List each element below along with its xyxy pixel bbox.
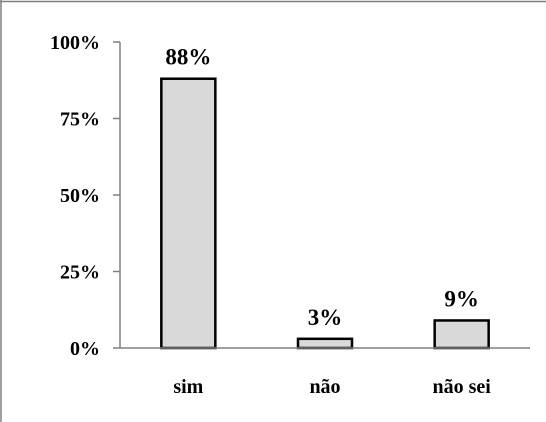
- bar: [160, 77, 217, 350]
- data-label: 9%: [444, 286, 479, 311]
- x-axis-ticks: sim não não sei: [173, 376, 491, 398]
- data-label: 3%: [308, 305, 343, 330]
- x-tick-label: sim: [173, 376, 203, 398]
- y-tick-label: 75%: [60, 109, 100, 131]
- data-label: 88%: [165, 45, 211, 70]
- y-axis-ticks: 0% 25% 50% 75% 100%: [50, 32, 120, 360]
- y-tick-label: 50%: [60, 185, 100, 207]
- bar: [296, 337, 354, 350]
- bar: [433, 319, 490, 350]
- x-tick-label: não: [309, 376, 340, 398]
- y-tick-label: 100%: [50, 32, 100, 54]
- data-labels-group: 88% 3% 9%: [165, 45, 479, 330]
- y-tick-label: 25%: [60, 262, 100, 284]
- y-tick-label: 0%: [70, 338, 100, 360]
- x-tick-label: não sei: [432, 376, 491, 398]
